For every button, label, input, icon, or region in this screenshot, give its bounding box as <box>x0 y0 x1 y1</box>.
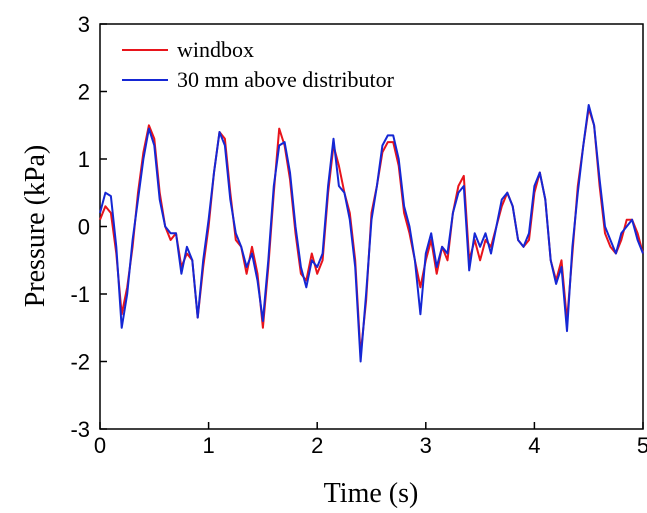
series-line <box>99 104 644 363</box>
x-tick-label: 3 <box>420 433 432 458</box>
y-axis-label: Pressure (kPa) <box>20 145 51 308</box>
y-tick-label: 2 <box>78 80 90 105</box>
y-tick-label: -2 <box>70 350 90 375</box>
x-tick-label: 4 <box>528 433 540 458</box>
y-tick-label: 1 <box>78 147 90 172</box>
y-tick-label: 3 <box>78 12 90 37</box>
x-axis-label: Time (s) <box>324 478 419 509</box>
x-tick-label: 0 <box>94 433 106 458</box>
legend-label: 30 mm above distributor <box>177 67 395 92</box>
x-tick-label: 5 <box>637 433 647 458</box>
x-tick-label: 2 <box>311 433 323 458</box>
x-tick-label: 1 <box>202 433 214 458</box>
y-tick-label: 0 <box>78 215 90 240</box>
y-tick-label: -1 <box>70 282 90 307</box>
legend-label: windbox <box>177 37 254 62</box>
y-tick-label: -3 <box>70 417 90 442</box>
